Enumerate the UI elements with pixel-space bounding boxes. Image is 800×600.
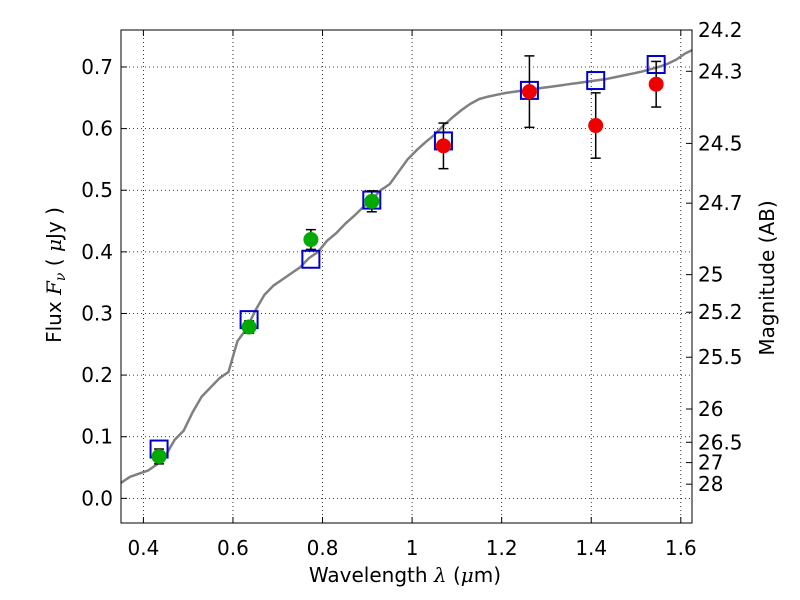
x-axis-title: Wavelength λ (μm) — [309, 563, 501, 587]
y-tick-label: 0.2 — [81, 363, 113, 387]
y2-tick-label: 25 — [698, 263, 723, 287]
plot-frame — [120, 29, 693, 524]
y2-tick-label: 26 — [698, 397, 723, 421]
y-axis-title: Flux Fν ( μJy ) — [42, 207, 69, 343]
y-tick-label: 0.4 — [81, 240, 113, 264]
y2-tick-label: 24.3 — [698, 59, 743, 83]
grid-lines — [121, 30, 692, 523]
y-tick-label: 0.3 — [81, 301, 113, 325]
y2-tick-label: 28 — [698, 472, 723, 496]
data-markers-layer — [149, 55, 666, 465]
x-tick-label: 1.2 — [486, 536, 518, 560]
x-tick-label: 1 — [406, 536, 419, 560]
y2-tick-label: 27 — [698, 451, 723, 475]
x-tick-label: 0.4 — [127, 536, 159, 560]
model-photometry-square — [301, 249, 321, 269]
y2-tick-label: 25.5 — [698, 345, 743, 369]
y2-axis-title: Magnitude (AB) — [755, 200, 779, 355]
y-tick-label: 0.6 — [81, 117, 113, 141]
x-tick-label: 0.6 — [217, 536, 249, 560]
observed-flux-point — [648, 76, 664, 92]
observed-flux-point — [588, 118, 604, 134]
model-sed-line — [121, 49, 692, 484]
y2-tick-label: 25.2 — [698, 300, 743, 324]
observed-flux-point — [241, 319, 257, 335]
y-tick-label: 0.5 — [81, 178, 113, 202]
y2-tick-label: 26.5 — [698, 430, 743, 454]
observed-flux-point — [151, 448, 167, 464]
tick-labels: 0.4 0.6 0.8 1 1.2 1.4 1.6 0.0 0.1 0.2 0.3 0.4 0.5 0.6… — [81, 18, 742, 560]
observed-flux-point — [435, 138, 451, 154]
x-tick-label: 1.4 — [575, 536, 607, 560]
y2-tick-label: 24.5 — [698, 131, 743, 155]
axis-ticks — [121, 29, 692, 523]
y-tick-label: 0.0 — [81, 486, 113, 510]
x-tick-label: 1.6 — [665, 536, 697, 560]
observed-flux-point — [521, 84, 537, 100]
y-tick-label: 0.1 — [81, 425, 113, 449]
y-tick-label: 0.7 — [81, 55, 113, 79]
observed-flux-point — [303, 232, 319, 248]
y2-tick-label: 24.2 — [698, 18, 743, 42]
y2-tick-label: 24.7 — [698, 191, 743, 215]
x-tick-label: 0.8 — [307, 536, 339, 560]
model-sed-curve-layer — [121, 49, 692, 484]
model-photometry-square — [586, 71, 606, 91]
observed-flux-point — [364, 193, 380, 209]
